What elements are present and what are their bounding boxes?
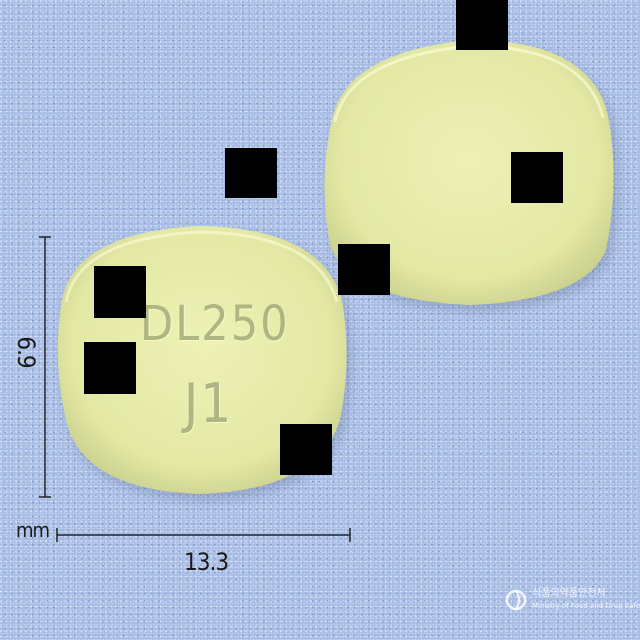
watermark-text-english: Ministry of Food and Drug Safety [532, 602, 640, 610]
watermark-logo: 식품의약품안전처 Ministry of Food and Drug Safet… [506, 582, 640, 622]
tablet-imprint-line2: J1 [184, 372, 234, 435]
width-measurement-label: 13.3 [184, 548, 229, 576]
unit-label: mm [16, 518, 50, 542]
tablet-imprint-line1: DL250 [140, 296, 290, 352]
height-ruler [39, 236, 51, 498]
height-measurement-label: 6.9 [12, 336, 40, 368]
redaction-block [84, 342, 136, 394]
width-ruler [56, 528, 351, 542]
redaction-block [511, 152, 563, 203]
redaction-block [280, 424, 332, 475]
redaction-block [225, 148, 277, 198]
redaction-block [94, 266, 146, 318]
tablet-side-view [324, 40, 614, 305]
redaction-block [338, 244, 390, 295]
redaction-block [456, 0, 508, 50]
ministry-logo-icon [505, 589, 527, 611]
watermark-text-korean: 식품의약품안전처 [532, 588, 606, 599]
